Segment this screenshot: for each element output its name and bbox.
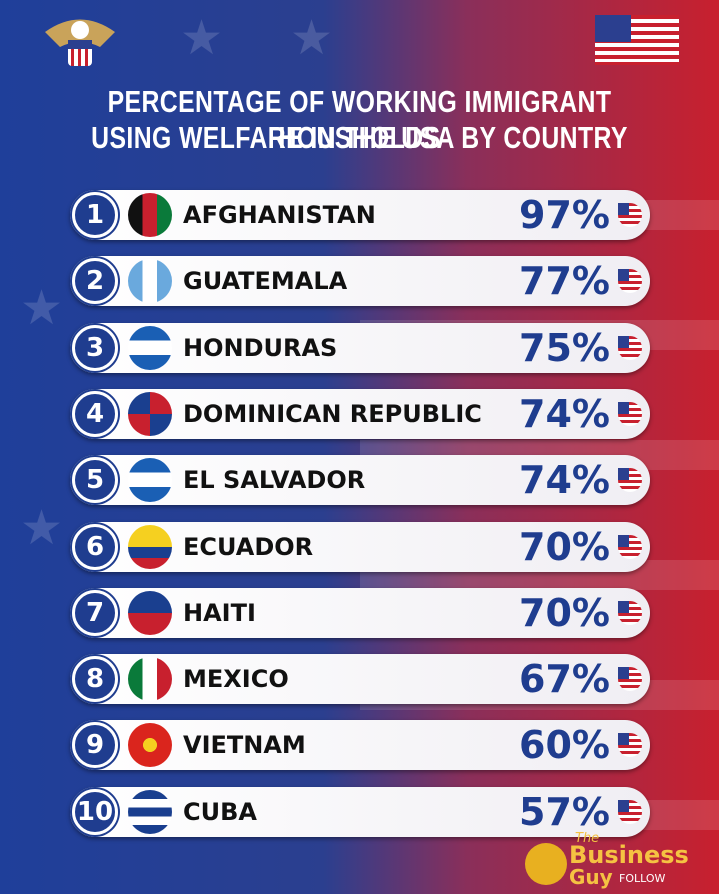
country-flag [128,325,172,370]
eagle-seal [45,19,115,66]
rank-badge: 1 [72,192,118,238]
percentage: 70% [519,524,610,569]
us-flag-icon [618,401,642,426]
list-row: 7 HAITI 70% [70,587,650,638]
rank-badge: 4 [72,390,118,437]
list-row: 10 CUBA 57% [70,786,650,837]
star: ★ [20,500,64,556]
us-flag-icon [618,468,642,493]
country-name: AFGHANISTAN [183,201,376,229]
list-row: 2 GUATEMALA 77% [70,256,650,307]
us-flag-icon [618,733,642,758]
list-row: 6 ECUADOR 70% [70,521,650,572]
rank-badge: 3 [72,324,118,371]
percentage: 57% [519,789,610,834]
country-name: MEXICO [183,665,289,694]
country-flag [128,524,172,569]
country-name: VIETNAM [183,731,306,760]
country-name: CUBA [183,797,257,826]
rank-badge: 8 [72,656,118,703]
rank-badge: 5 [72,457,118,504]
brand-prefix: The [575,831,600,846]
us-flag-icon [618,600,642,625]
brand-name: Business [569,841,689,869]
country-name: DOMINICAN REPUBLIC [183,399,482,428]
list-row: 8 MEXICO 67% [70,654,650,705]
rank-badge: 9 [72,722,118,769]
us-flag-icon [618,799,642,824]
country-name: GUATEMALA [183,267,348,296]
percentage: 75% [519,325,610,370]
star: ★ [180,10,224,66]
country-flag [128,193,172,237]
percentage: 67% [519,657,610,702]
country-flag [128,723,172,768]
country-flag [128,657,172,702]
country-flag [128,458,172,503]
brand-logo: The Business Guy FOLLOW [525,831,695,890]
country-flag [128,590,172,635]
star: ★ [20,280,64,336]
list-row: 5 EL SALVADOR 74% [70,455,650,506]
list-row: 3 HONDURAS 75% [70,322,650,373]
us-flag-icon [618,534,642,559]
rank-badge: 6 [72,523,118,570]
country-name: ECUADOR [183,532,314,561]
title: PERCENTAGE OF WORKING IMMIGRANT HOUSHOLD… [107,84,612,155]
country-name: HAITI [183,598,256,627]
country-name: HONDURAS [183,333,338,362]
percentage: 97% [519,193,610,237]
rank-badge: 7 [72,589,118,636]
country-flag [128,789,172,834]
list-row: 4 DOMINICAN REPUBLIC 74% [70,388,650,439]
country-name: EL SALVADOR [183,466,366,495]
percentage: 60% [519,723,610,768]
us-flag [595,15,679,65]
list-row: 9 VIETNAM 60% [70,720,650,771]
title: USING WELFARE IN THE USA BY COUNTRY [91,120,628,155]
us-flag-icon [618,203,642,227]
star: ★ [290,10,334,66]
rank-badge: 10 [72,788,118,835]
follow-label: FOLLOW [619,872,666,885]
percentage: 77% [519,259,610,304]
rank-badge: 2 [72,258,118,305]
list-row: 1 AFGHANISTAN 97% [70,190,650,240]
us-flag-icon [618,269,642,294]
percentage: 70% [519,590,610,635]
country-flag [128,391,172,436]
brand-name: Guy [569,865,613,889]
us-flag-icon [618,667,642,692]
percentage: 74% [519,391,610,436]
country-flag [128,259,172,304]
percentage: 74% [519,458,610,503]
lion-icon [525,843,567,885]
us-flag-icon [618,335,642,360]
